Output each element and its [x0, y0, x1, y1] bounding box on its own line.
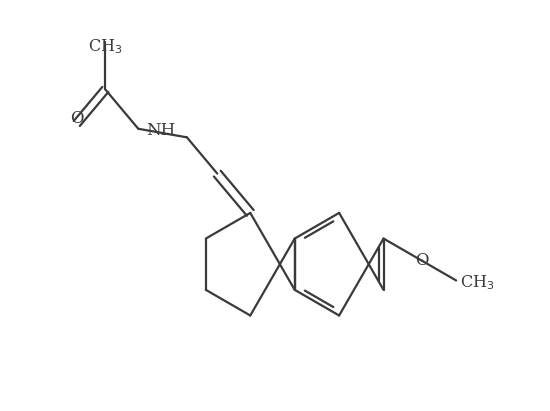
Text: CH$_3$: CH$_3$: [460, 273, 494, 292]
Text: NH: NH: [146, 122, 175, 139]
Text: O: O: [70, 111, 84, 127]
Text: O: O: [415, 252, 429, 269]
Text: CH$_3$: CH$_3$: [88, 37, 123, 56]
